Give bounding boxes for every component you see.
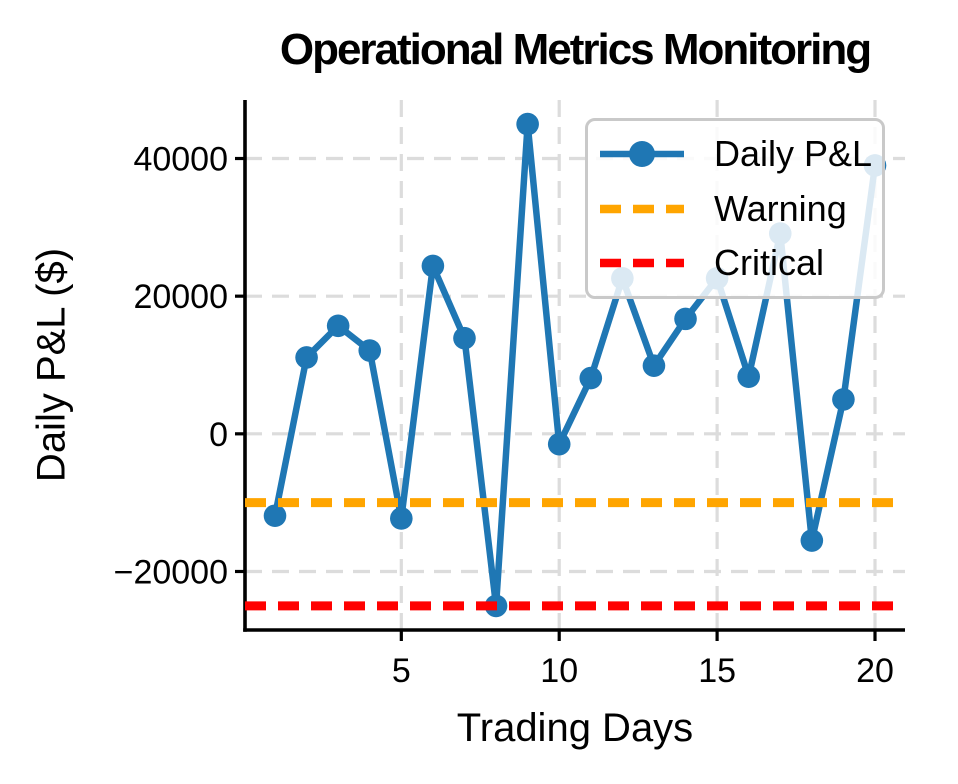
legend-critical-sample-icon (600, 258, 684, 267)
x-axis-label: Trading Days (456, 706, 694, 750)
y-axis-label: Daily P&L ($) (29, 247, 74, 483)
y-tick-label: 20000 (133, 278, 228, 316)
legend-entry-daily-p-l: Daily P&L (596, 133, 882, 175)
legend-label-critical: Critical (714, 241, 825, 283)
data-point-day-11 (579, 366, 603, 390)
data-point-day-7 (453, 326, 476, 350)
legend: Daily P&L Warning Critical (585, 118, 885, 299)
x-tick-label: 20 (856, 652, 894, 690)
data-point-day-9 (516, 112, 539, 136)
data-point-day-4 (358, 339, 382, 362)
data-point-day-10 (547, 432, 571, 456)
data-point-day-2 (295, 346, 318, 369)
data-point-day-18 (800, 529, 824, 552)
x-tick-label: 10 (540, 652, 578, 690)
legend-daily-p-l-sample-icon (600, 141, 684, 168)
x-tick-label: 5 (392, 652, 411, 690)
data-point-day-13 (642, 354, 666, 377)
y-tick-label: 40000 (133, 141, 228, 179)
data-point-day-3 (326, 314, 350, 338)
data-point-day-19 (832, 388, 855, 411)
legend-label-warning: Warning (714, 187, 847, 229)
y-tick-label: −20000 (114, 553, 228, 591)
x-tick-label: 15 (698, 652, 736, 690)
legend-warning-sample-icon (600, 204, 684, 213)
data-point-day-14 (674, 307, 697, 331)
data-point-day-16 (737, 365, 760, 389)
data-point-day-5 (390, 507, 413, 530)
legend-label-daily-p-l: Daily P&L (714, 133, 873, 175)
y-tick-label: 0 (209, 416, 228, 454)
legend-entry-warning: Warning (596, 188, 882, 230)
legend-entry-critical: Critical (596, 242, 882, 284)
data-point-day-6 (421, 254, 445, 278)
chart-title: Operational Metrics Monitoring (279, 25, 872, 74)
data-point-day-1 (263, 504, 287, 528)
